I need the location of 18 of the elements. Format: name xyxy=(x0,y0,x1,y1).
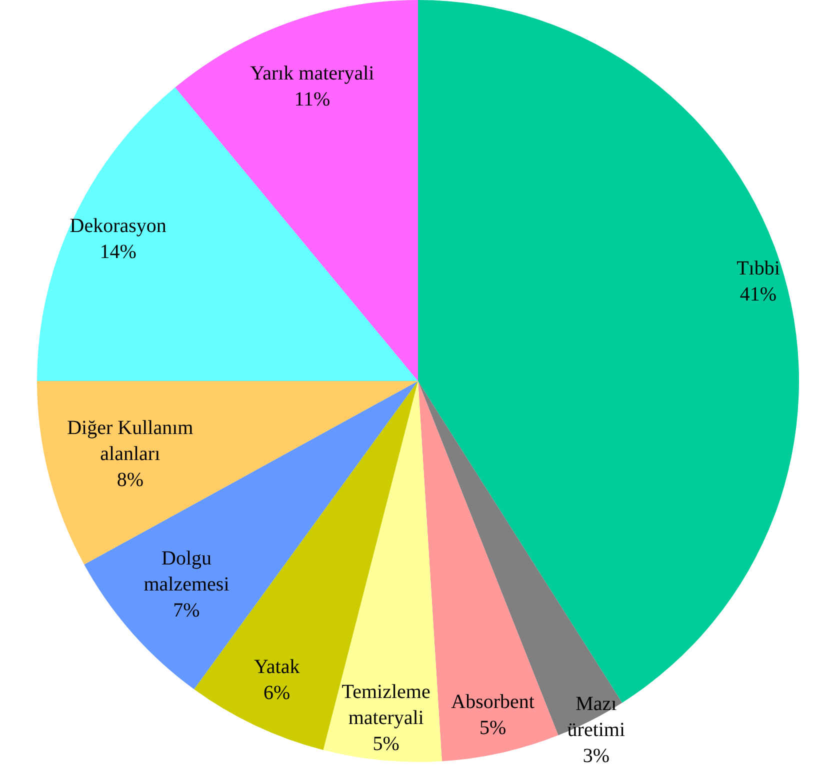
data-label: 14% xyxy=(100,241,136,264)
data-label: 41% xyxy=(740,283,777,306)
slice-label: Mazı üretimi xyxy=(567,692,626,741)
slice-label: Absorbent xyxy=(451,690,535,713)
data-label: 5% xyxy=(372,732,400,755)
slice-label: Yatak xyxy=(254,656,300,678)
data-label: 11% xyxy=(294,88,330,110)
slice-label: Dolgu malzemesi xyxy=(144,547,230,596)
slice-label: Temizleme materyali xyxy=(342,680,430,729)
data-label: 6% xyxy=(264,682,290,704)
slice-label: Yarık materyali xyxy=(250,62,375,84)
data-label: 3% xyxy=(582,744,610,767)
data-label: 5% xyxy=(479,716,506,739)
slice-label: Diğer Kullanım alanları xyxy=(67,417,194,466)
data-label: 8% xyxy=(116,469,144,492)
slice-label: Tıbbi xyxy=(736,257,780,280)
slice-label: Dekorasyon xyxy=(70,215,166,238)
data-label: 7% xyxy=(173,599,200,622)
